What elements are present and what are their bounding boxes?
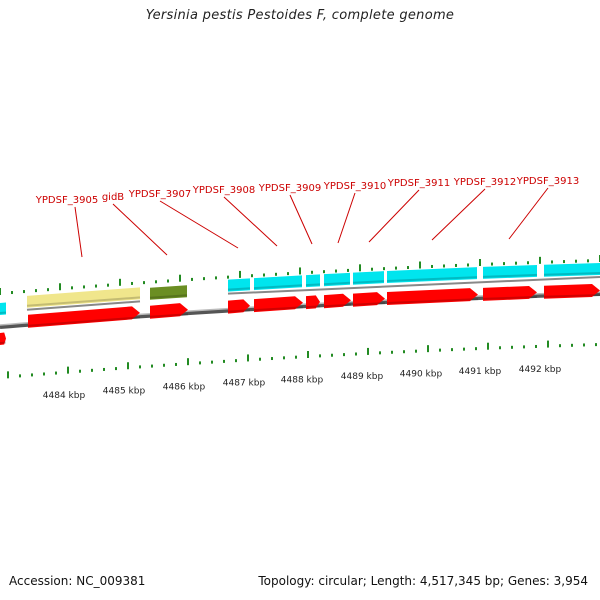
- label-leader-line: [223, 196, 278, 247]
- label-leader-line: [431, 188, 486, 241]
- kbp-label: 4485 kbp: [103, 387, 146, 397]
- accession-text: Accession: NC_009381: [9, 574, 146, 588]
- kbp-label: 4487 kbp: [223, 379, 266, 389]
- cds-arrow-shade: [253, 306, 304, 312]
- gene-feature: [306, 274, 320, 288]
- kbp-label: 4486 kbp: [163, 382, 206, 392]
- kbp-label: 4489 kbp: [341, 372, 384, 382]
- kbp-label: 4491 kbp: [459, 367, 502, 377]
- kbp-label: 4488 kbp: [281, 375, 324, 385]
- cds-arrow: [353, 292, 385, 307]
- gene-label: YPDSF_3911: [387, 178, 450, 189]
- gene-feature-shade: [386, 276, 478, 282]
- gene-feature: [353, 271, 384, 285]
- gene-track-underline: [227, 276, 600, 295]
- cds-arrow: [150, 303, 188, 319]
- gene-feature-shade: [253, 284, 303, 290]
- genome-title: Yersinia pestis Pestoides F, complete ge…: [145, 8, 455, 23]
- gene-feature: [228, 278, 250, 292]
- gene-label: YPDSF_3912: [453, 177, 516, 188]
- gene-track-underline: [26, 300, 141, 311]
- gene-feature-shade: [227, 287, 251, 291]
- cds-arrow-shade: [0, 341, 7, 344]
- cds-arrow-shade: [305, 305, 321, 309]
- gene-label: YPDSF_3908: [192, 185, 255, 196]
- cds-arrow: [306, 295, 320, 310]
- label-leader-line: [159, 200, 239, 249]
- cds-arrow: [387, 288, 478, 305]
- label-leader-line: [112, 203, 168, 256]
- label-leader-line: [337, 192, 356, 244]
- cds-arrow: [324, 293, 351, 309]
- gene-label: YPDSF_3910: [323, 181, 386, 192]
- genome-summary-text: Topology: circular; Length: 4,517,345 bp…: [258, 574, 588, 588]
- gene-feature: [0, 302, 6, 315]
- cds-arrow: [544, 284, 600, 299]
- cds-arrow-shade: [352, 302, 386, 306]
- gene-feature-shade: [305, 283, 321, 287]
- cds-arrow: [483, 285, 537, 301]
- gene-feature: [544, 263, 600, 277]
- cds-arrow-shade: [482, 295, 538, 300]
- gene-feature: [483, 264, 537, 279]
- gene-label: YPDSF_3913: [516, 176, 579, 187]
- cds-arrow: [0, 332, 6, 345]
- cds-arrow-shade: [543, 294, 600, 298]
- cds-arrow-shade: [227, 309, 251, 313]
- gene-feature-shade: [482, 273, 538, 278]
- gene-label: YPDSF_3909: [258, 183, 321, 194]
- kbp-label: 4484 kbp: [43, 391, 86, 401]
- label-leader-line: [368, 189, 420, 243]
- cds-arrow: [228, 299, 250, 314]
- cds-arrow: [254, 296, 303, 313]
- gene-feature: [387, 267, 477, 283]
- gene-label: YPDSF_3905: [35, 195, 98, 206]
- cds-arrow-shade: [27, 316, 141, 327]
- label-leader-line: [508, 187, 549, 240]
- kbp-label: 4492 kbp: [519, 365, 562, 375]
- label-leader-line: [289, 194, 313, 245]
- gene-feature: [324, 272, 350, 287]
- gene-feature-shade: [352, 280, 385, 284]
- misc-feature: [27, 287, 140, 308]
- misc-feature: [150, 285, 187, 300]
- label-leader-line: [74, 206, 83, 258]
- gene-feature-shade: [543, 272, 600, 276]
- cds-arrow-shade: [323, 303, 352, 308]
- gene-feature-shade: [323, 281, 351, 286]
- misc-feature-shade: [149, 294, 188, 299]
- cds-arrow: [28, 306, 140, 328]
- gene-label: gidB: [102, 192, 124, 203]
- gene-feature: [254, 275, 302, 291]
- misc-feature-shade: [26, 296, 141, 307]
- kbp-label: 4490 kbp: [400, 370, 443, 380]
- cds-arrow-shade: [386, 298, 479, 304]
- gene-feature-shade: [0, 311, 7, 314]
- cds-arrow-shade: [149, 313, 189, 318]
- gene-label: YPDSF_3907: [128, 189, 191, 200]
